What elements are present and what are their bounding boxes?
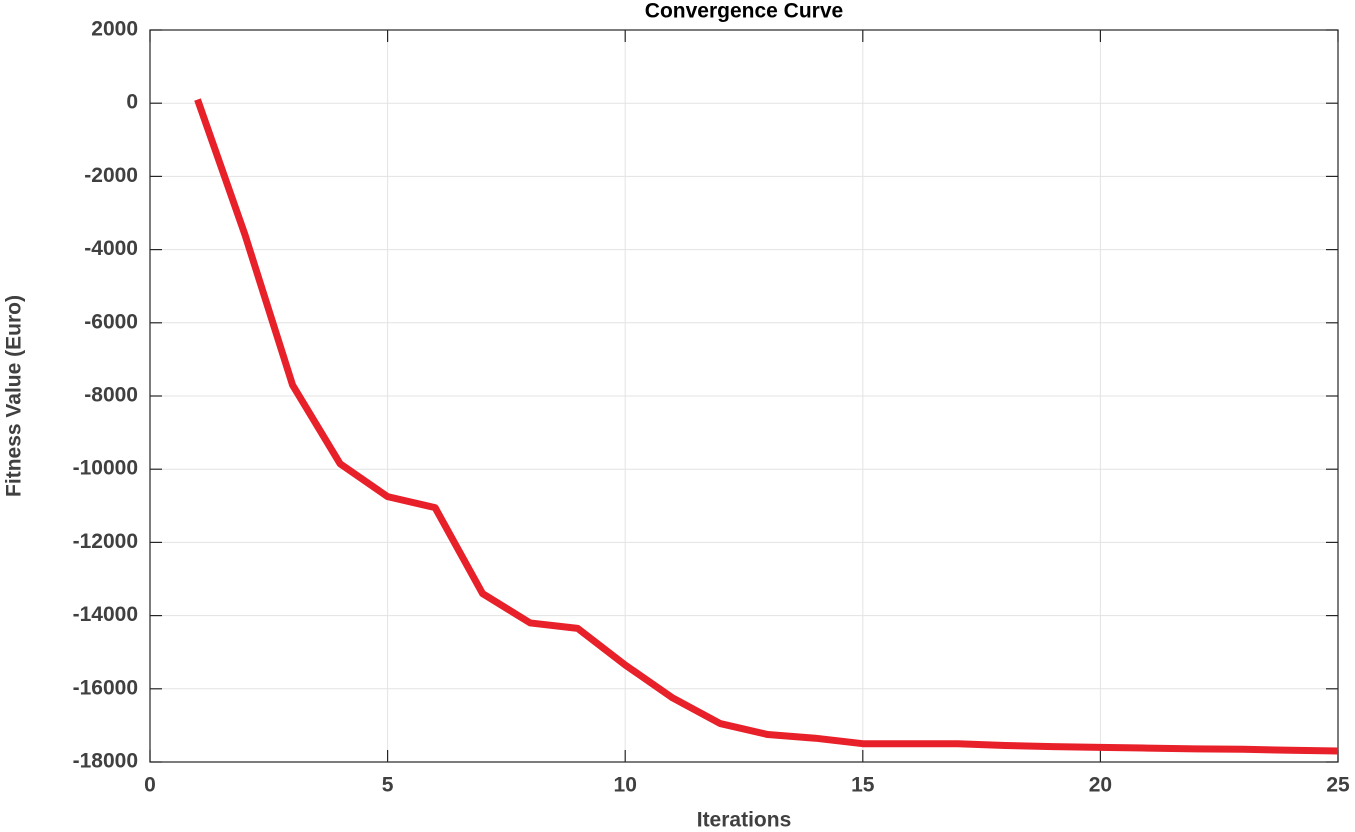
x-tick-label: 10 (614, 774, 637, 797)
x-tick-label: 25 (1326, 774, 1350, 797)
x-axis-label: Iterations (697, 809, 792, 832)
y-tick-label: -8000 (84, 384, 138, 407)
y-tick-label: -10000 (73, 457, 138, 480)
y-tick-label: -16000 (73, 676, 138, 699)
x-tick-label: 5 (382, 774, 394, 797)
y-tick-label: -14000 (73, 603, 138, 626)
y-tick-label: 2000 (91, 18, 138, 41)
y-tick-label: -6000 (84, 310, 138, 333)
x-tick-label: 20 (1089, 774, 1112, 797)
y-tick-label: -4000 (84, 237, 138, 260)
y-axis-label: Fitness Value (Euro) (3, 295, 26, 497)
y-tick-label: -2000 (84, 164, 138, 187)
plot-frame (149, 29, 1339, 763)
y-tick-label: -12000 (73, 530, 138, 553)
chart-title: Convergence Curve (645, 0, 843, 23)
y-tick-label: -18000 (73, 750, 138, 773)
x-tick-label: 0 (144, 774, 156, 797)
y-tick-label: 0 (126, 91, 138, 114)
data-line (194, 98, 1339, 755)
x-tick-label: 15 (851, 774, 875, 797)
